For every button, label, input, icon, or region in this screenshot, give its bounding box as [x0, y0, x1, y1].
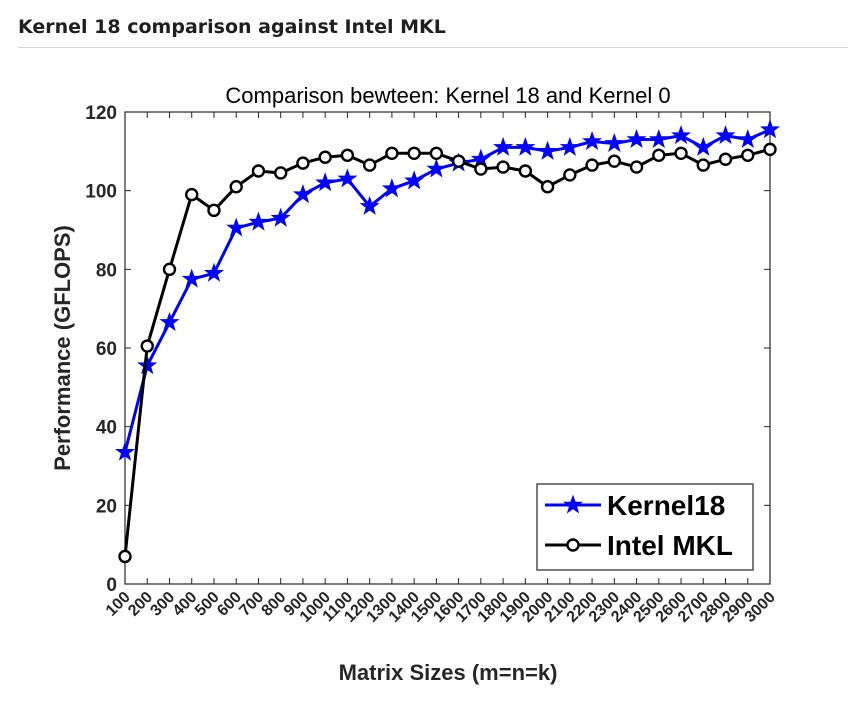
series-line-kernel18	[123, 128, 771, 453]
data-point-intel-mkl	[251, 164, 266, 178]
series-layer	[114, 119, 781, 564]
data-point-kernel18	[671, 125, 692, 145]
data-point-kernel18	[426, 158, 447, 178]
y-tick-label: 60	[96, 339, 117, 360]
data-point-kernel18	[292, 184, 313, 204]
data-point-kernel18	[114, 441, 136, 461]
data-point-kernel18	[493, 136, 514, 156]
y-tick-label: 0	[106, 575, 117, 596]
data-point-intel-mkl	[718, 152, 733, 166]
data-point-intel-mkl	[763, 142, 777, 157]
data-point-intel-mkl	[273, 166, 288, 180]
legend-label-kernel18: Kernel18	[607, 490, 725, 521]
chart-title: Comparison bewteen: Kernel 18 and Kernel…	[225, 83, 670, 108]
data-point-intel-mkl	[518, 164, 533, 178]
data-point-kernel18	[582, 130, 603, 151]
data-point-intel-mkl	[118, 549, 132, 564]
data-point-intel-mkl	[340, 148, 355, 162]
x-axis-label: Matrix Sizes (m=n=k)	[339, 660, 558, 685]
legend: Kernel18 Intel MKL	[536, 483, 754, 571]
y-axis-label: Performance (GFLOPS)	[50, 225, 75, 471]
data-point-intel-mkl	[140, 339, 154, 353]
legend-marker-kernel18	[562, 494, 584, 514]
data-point-kernel18	[337, 168, 358, 188]
data-point-intel-mkl	[629, 160, 644, 174]
data-point-kernel18	[359, 195, 380, 215]
data-point-kernel18	[715, 125, 736, 145]
data-point-intel-mkl	[362, 158, 377, 172]
data-point-kernel18	[559, 136, 580, 156]
data-point-intel-mkl	[162, 262, 177, 277]
data-point-kernel18	[648, 129, 669, 149]
series-kernel18	[114, 119, 781, 461]
y-tick-label: 100	[85, 182, 117, 203]
data-point-kernel18	[737, 129, 758, 149]
y-tick-label: 40	[96, 418, 117, 439]
data-point-kernel18	[626, 129, 647, 149]
data-point-kernel18	[270, 207, 291, 227]
data-point-kernel18	[404, 170, 425, 190]
data-point-intel-mkl	[385, 146, 399, 161]
data-point-kernel18	[226, 217, 247, 237]
data-point-kernel18	[248, 211, 269, 231]
y-tick-label: 80	[96, 260, 117, 281]
data-point-intel-mkl	[318, 150, 332, 164]
legend-marker-intel-mkl	[566, 538, 580, 552]
legend-label-intel-mkl: Intel MKL	[607, 530, 733, 561]
data-point-kernel18	[759, 119, 781, 139]
y-axis: 0 20 40 60 80 100 120	[85, 103, 770, 596]
data-point-kernel18	[181, 268, 202, 288]
page-heading: Kernel 18 comparison against Intel MKL	[18, 16, 446, 38]
data-point-kernel18	[381, 178, 402, 198]
data-point-intel-mkl	[474, 162, 488, 176]
y-tick-label: 20	[96, 496, 117, 517]
data-point-intel-mkl	[296, 156, 310, 170]
data-point-intel-mkl	[207, 203, 221, 218]
data-point-intel-mkl	[607, 154, 622, 168]
data-point-intel-mkl	[652, 148, 666, 162]
data-point-intel-mkl	[429, 146, 444, 161]
data-point-intel-mkl	[229, 180, 243, 194]
data-point-intel-mkl	[451, 154, 466, 168]
data-point-kernel18	[203, 262, 224, 282]
data-point-intel-mkl	[563, 168, 577, 182]
data-point-intel-mkl	[540, 180, 555, 194]
heading-divider	[18, 47, 848, 48]
data-point-kernel18	[159, 311, 180, 331]
data-point-intel-mkl	[185, 187, 199, 202]
data-point-intel-mkl	[674, 146, 688, 161]
data-point-intel-mkl	[407, 146, 421, 161]
data-point-kernel18	[137, 355, 158, 375]
data-point-intel-mkl	[585, 158, 599, 172]
data-point-kernel18	[537, 140, 558, 160]
data-point-kernel18	[315, 172, 336, 192]
data-point-intel-mkl	[496, 160, 510, 174]
y-tick-label: 120	[85, 103, 117, 124]
data-point-kernel18	[604, 132, 625, 152]
data-point-kernel18	[693, 136, 714, 156]
data-point-intel-mkl	[741, 148, 755, 162]
data-point-kernel18	[515, 136, 536, 156]
series-intel-mkl	[118, 142, 777, 564]
data-point-intel-mkl	[696, 158, 710, 172]
